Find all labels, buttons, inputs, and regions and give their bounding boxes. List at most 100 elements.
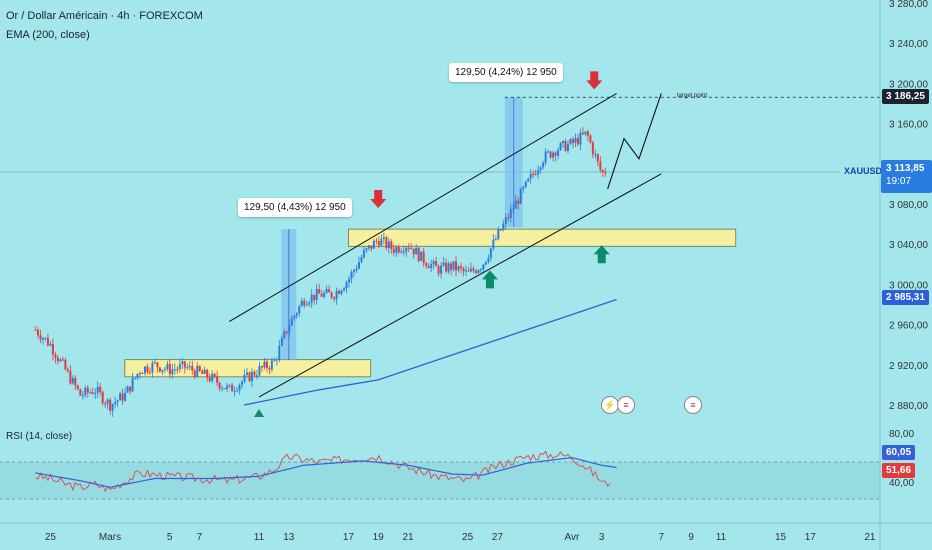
candle-122 xyxy=(338,290,341,294)
candle-137 xyxy=(375,240,378,242)
candle-48 xyxy=(153,362,156,364)
candle-80 xyxy=(233,390,236,392)
candle-175 xyxy=(469,268,472,272)
x-tick-9: 25 xyxy=(462,532,474,543)
candle-182 xyxy=(487,258,490,262)
candle-37 xyxy=(126,386,129,393)
channel-lower xyxy=(258,173,662,398)
candle-1 xyxy=(36,329,39,336)
candle-162 xyxy=(437,266,440,274)
candle-206 xyxy=(547,151,550,153)
candle-201 xyxy=(534,174,537,176)
x-tick-17: 17 xyxy=(805,532,817,543)
candle-0 xyxy=(34,329,37,331)
candle-142 xyxy=(387,241,390,248)
candle-117 xyxy=(325,289,328,293)
candle-196 xyxy=(522,187,525,189)
candle-135 xyxy=(370,245,373,249)
candle-219 xyxy=(579,132,582,145)
y-tick-9: 2 920,00 xyxy=(889,361,928,372)
candle-106 xyxy=(298,306,301,314)
x-tick-13: 7 xyxy=(659,532,665,543)
candle-120 xyxy=(333,297,336,300)
candle-28 xyxy=(104,403,107,405)
candle-127 xyxy=(350,272,353,279)
candle-8 xyxy=(54,354,57,358)
candle-23 xyxy=(91,392,94,394)
rsi-tick-top: 80,00 xyxy=(889,429,915,440)
us-flag-event-icon[interactable]: ≡ xyxy=(617,396,635,414)
candle-6 xyxy=(49,344,52,346)
candle-134 xyxy=(367,245,370,249)
candle-88 xyxy=(253,371,256,376)
candle-209 xyxy=(554,152,557,156)
candle-225 xyxy=(594,154,597,156)
buy-arrow-3 xyxy=(593,245,610,264)
target-price-tag: 3 186,25 xyxy=(882,89,929,104)
candle-7 xyxy=(51,344,54,355)
candle-100 xyxy=(283,331,286,339)
candle-10 xyxy=(59,359,62,362)
candle-187 xyxy=(499,229,502,231)
candle-125 xyxy=(345,282,348,289)
candle-5 xyxy=(46,337,49,346)
measure-label-2: 129,50 (4,24%) 12 950 xyxy=(449,63,563,82)
candle-199 xyxy=(529,173,532,179)
candle-177 xyxy=(474,270,477,273)
candle-190 xyxy=(507,217,510,219)
candle-115 xyxy=(320,293,323,297)
x-tick-11: Avr xyxy=(564,532,579,543)
candle-103 xyxy=(290,318,293,326)
candle-184 xyxy=(492,239,495,249)
candle-147 xyxy=(400,251,403,253)
candle-14 xyxy=(69,370,72,384)
candle-102 xyxy=(288,325,291,333)
candle-148 xyxy=(402,251,405,253)
candle-132 xyxy=(362,250,365,258)
candle-178 xyxy=(477,270,480,273)
candle-45 xyxy=(146,366,149,372)
target-label: target point xyxy=(677,93,708,99)
candle-191 xyxy=(509,208,512,219)
candle-110 xyxy=(308,302,311,305)
candle-75 xyxy=(221,388,224,390)
candle-114 xyxy=(318,289,321,294)
candle-79 xyxy=(231,384,234,392)
x-tick-10: 27 xyxy=(492,532,504,543)
candle-107 xyxy=(300,300,303,307)
candle-192 xyxy=(512,208,515,210)
candle-35 xyxy=(121,393,124,401)
candle-226 xyxy=(596,154,599,162)
candle-131 xyxy=(360,257,363,263)
candle-82 xyxy=(238,384,241,391)
buy-arrow-2 xyxy=(481,270,498,289)
candle-185 xyxy=(494,239,497,241)
candle-145 xyxy=(395,247,398,253)
candle-112 xyxy=(313,294,316,300)
candle-20 xyxy=(84,387,87,396)
candle-32 xyxy=(114,402,117,404)
candle-166 xyxy=(447,263,450,272)
candle-54 xyxy=(168,364,171,375)
candle-189 xyxy=(504,217,507,224)
candle-77 xyxy=(226,385,229,389)
candle-211 xyxy=(559,143,562,151)
candle-179 xyxy=(479,269,482,271)
last-price: 3 113,85 xyxy=(886,163,925,174)
candle-139 xyxy=(380,238,383,246)
candle-121 xyxy=(335,290,338,300)
candle-154 xyxy=(417,248,420,261)
candle-109 xyxy=(305,304,308,306)
candle-44 xyxy=(143,366,146,374)
last-price-tag: 3 113,85 19:07 xyxy=(881,160,932,193)
candle-168 xyxy=(452,261,455,270)
candle-30 xyxy=(109,399,112,411)
candle-47 xyxy=(151,362,154,373)
us-flag-event-icon-2[interactable]: ≡ xyxy=(684,396,702,414)
candle-128 xyxy=(353,270,356,273)
candle-105 xyxy=(295,313,298,316)
candle-18 xyxy=(79,389,82,396)
candle-146 xyxy=(397,247,400,253)
candle-13 xyxy=(66,369,69,371)
